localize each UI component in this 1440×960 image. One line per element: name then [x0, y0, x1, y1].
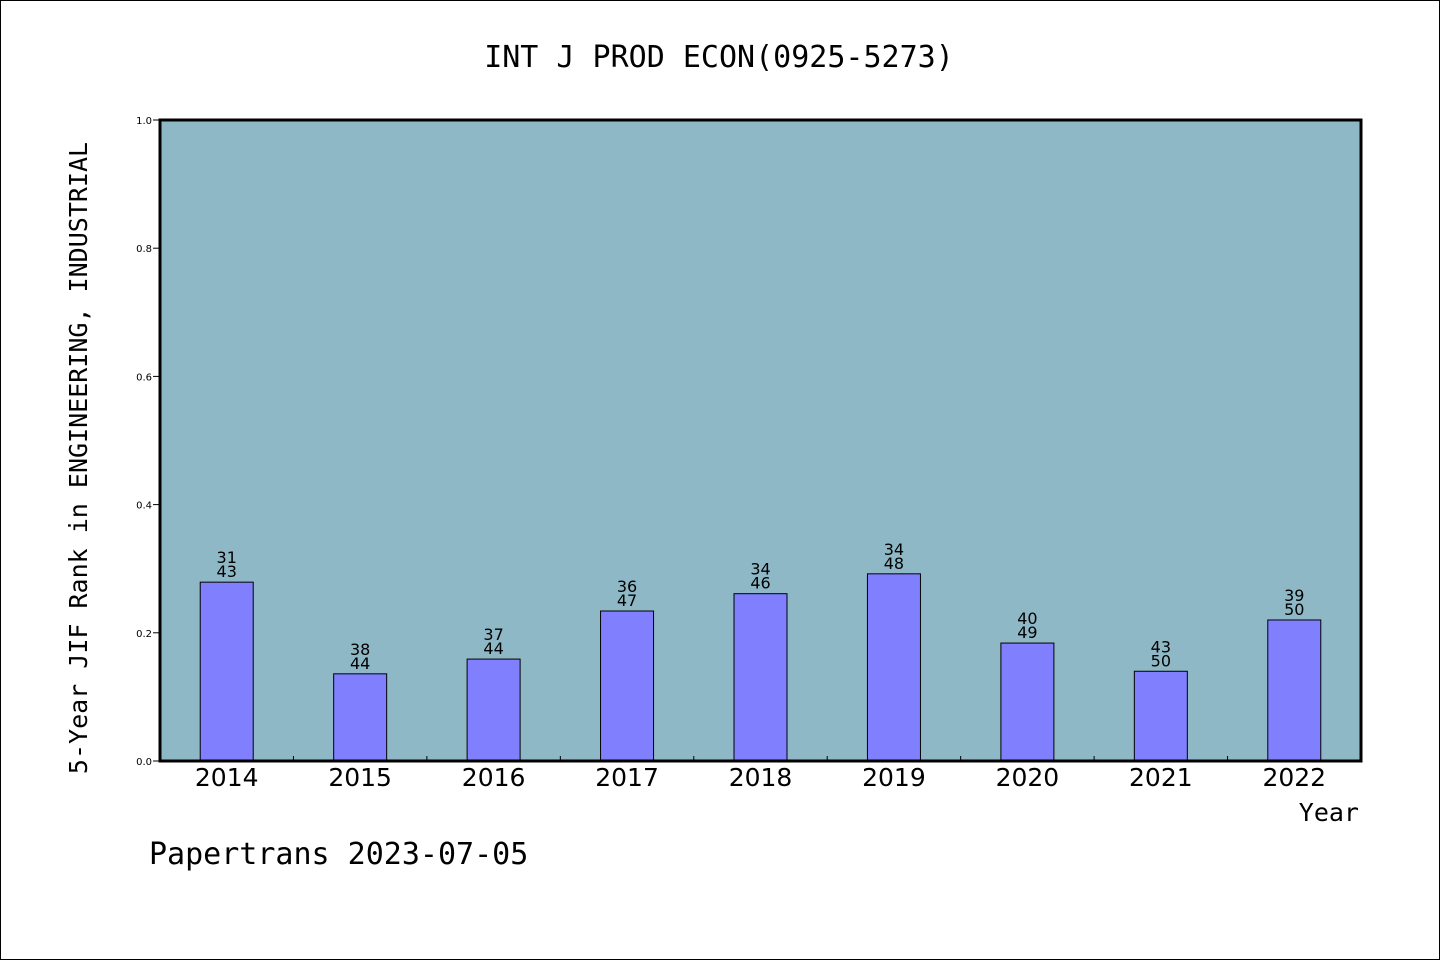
- x-axis-label: Year: [1299, 798, 1359, 827]
- y-tick-label: 0.8: [136, 244, 152, 255]
- bar-2020: [1000, 642, 1055, 762]
- bar-2018: [733, 593, 788, 762]
- bar-total-label: 49: [1017, 623, 1037, 642]
- y-tick-label: 0.4: [136, 501, 152, 512]
- bar-2016: [466, 658, 521, 762]
- bar-2015: [333, 673, 388, 762]
- bar-2014: [199, 581, 254, 762]
- bar-2019: [866, 573, 921, 762]
- bar-2017: [600, 610, 655, 762]
- y-axis-ticks: 0.0 0.2 0.4 0.6 0.8 1.0: [136, 116, 160, 768]
- bar-total-label: 44: [483, 639, 503, 658]
- bar-rank-label: 34: [884, 540, 904, 559]
- bar-total-label: 47: [617, 591, 637, 610]
- x-tick-label: 2018: [729, 763, 793, 792]
- y-tick-label: 0.0: [136, 757, 152, 768]
- bar-total-label: 48: [884, 554, 904, 573]
- bar-2022: [1267, 619, 1322, 762]
- chart-title: INT J PROD ECON(0925-5273): [484, 40, 954, 75]
- bar-rank-label: 31: [217, 548, 237, 567]
- bar-rank-label: 38: [350, 640, 370, 659]
- bars: [199, 573, 1322, 762]
- x-tick-label: 2015: [328, 763, 392, 792]
- bar-rank-label: 40: [1017, 609, 1037, 628]
- bar-total-label: 50: [1151, 651, 1171, 670]
- y-axis-label: 5-Year JIF Rank in ENGINEERING, INDUSTRI…: [64, 142, 93, 774]
- bar-rank-label: 43: [1151, 637, 1171, 656]
- x-tick-label: 2016: [462, 763, 526, 792]
- x-tick-label: 2021: [1129, 763, 1193, 792]
- bar-rank-label: 37: [483, 625, 503, 644]
- y-tick-label: 0.2: [136, 629, 152, 640]
- bar-rank-label: 39: [1284, 586, 1304, 605]
- bar-total-label: 46: [750, 574, 770, 593]
- x-axis-ticks: 2014 2015 2016 2017 2018 2019 2020 2021 2022: [195, 756, 1326, 792]
- x-tick-label: 2019: [862, 763, 926, 792]
- bar-rank-label: 36: [617, 577, 637, 596]
- x-tick-label: 2014: [195, 763, 259, 792]
- bar-total-label: 44: [350, 654, 370, 673]
- bar-2021: [1133, 670, 1188, 762]
- y-tick-label: 1.0: [136, 116, 152, 127]
- bar-rank-label: 34: [750, 560, 770, 579]
- bar-total-label: 43: [217, 562, 237, 581]
- y-tick-label: 0.6: [136, 372, 152, 383]
- x-tick-label: 2017: [595, 763, 659, 792]
- x-tick-label: 2020: [996, 763, 1060, 792]
- x-tick-label: 2022: [1262, 763, 1326, 792]
- plot-border: [158, 118, 1363, 763]
- bar-total-label: 50: [1284, 600, 1304, 619]
- footer-watermark: Papertrans 2023-07-05: [149, 837, 528, 872]
